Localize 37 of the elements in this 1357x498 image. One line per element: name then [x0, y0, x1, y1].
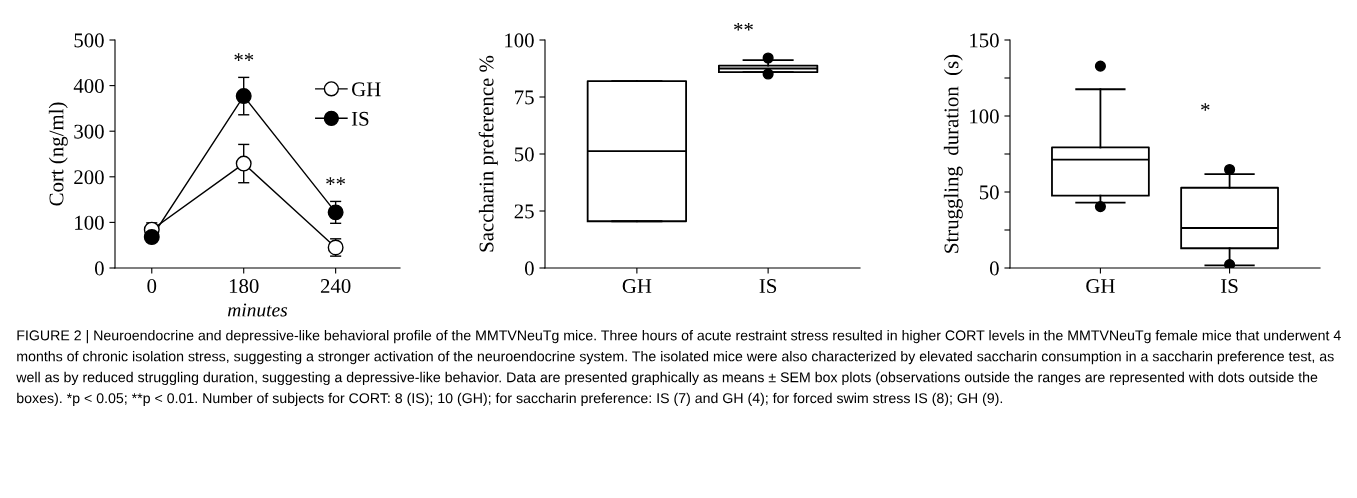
- x-tick-label: GH: [622, 279, 652, 294]
- y-tick-label: 400: [73, 78, 104, 94]
- y-axis-title: Struggling duration (s): [943, 54, 963, 253]
- point: [327, 204, 344, 221]
- y-tick-label: 100: [505, 33, 534, 48]
- y-tick-label: 50: [514, 147, 534, 162]
- legend-label: GH: [352, 82, 381, 97]
- y-tick-label: 100: [970, 109, 999, 124]
- y-tick-label: 50: [979, 185, 999, 200]
- annotation: *: [1201, 103, 1210, 111]
- point: [235, 155, 252, 172]
- y-tick-label: 0: [94, 261, 104, 276]
- caption: FIGURE 2 | Neuroendocrine and depressive-like behavioral profile of the MMTVNeuTg mice. Three hours of acute restraint stress resulted in higher CORT levels in the MMTVNeuTg female mice that underwent 4 months of chronic isolation stress, suggesting a stronger activation of the neuroendocrine system. The isolated mice were also characterized by elevated saccharin consumption in a saccharin preference test, as well as by reduced struggling duration, suggesting a depressive-like behavior. Data are presented graphically as means ± SEM box plots (observations outside the ranges are represented with dots outside the boxes). *p < 0.05; **p < 0.01. Number of subjects for CORT: 8 (IS); 10 (GH); for saccharin preference: IS (7) and GH (4); for forced swim stress IS (8); GH (9).: [16, 330, 1341, 406]
- legend-label: IS: [351, 111, 369, 126]
- text: **: [734, 22, 753, 31]
- x-tick-label: 180: [229, 279, 259, 294]
- point: [235, 88, 252, 105]
- annotation: **: [326, 177, 346, 185]
- y-axis-title: Cort (ng/ml): [48, 102, 68, 206]
- y-axis-title: Saccharin preference %: [478, 55, 498, 252]
- y-tick-label: 75: [515, 90, 534, 105]
- y-tick-label: 300: [74, 124, 104, 139]
- y-tick-label: 150: [970, 33, 999, 48]
- y-tick-label: 0: [989, 261, 999, 276]
- y-tick-label: 25: [514, 204, 534, 219]
- x-tick-label: 240: [320, 279, 351, 294]
- y-tick-label: 200: [74, 170, 104, 185]
- y-tick-label: 0: [524, 261, 534, 276]
- annotation: **: [234, 53, 254, 61]
- x-tick-label: GH: [1086, 279, 1115, 294]
- x-tick-label: IS: [759, 279, 777, 294]
- point: [143, 229, 160, 245]
- x-axis-title: minutes: [227, 303, 288, 317]
- x-tick-label: IS: [1221, 279, 1238, 294]
- x-tick-label: 0: [147, 279, 157, 294]
- y-tick-label: 500: [74, 33, 104, 48]
- y-tick-label: 100: [75, 215, 104, 230]
